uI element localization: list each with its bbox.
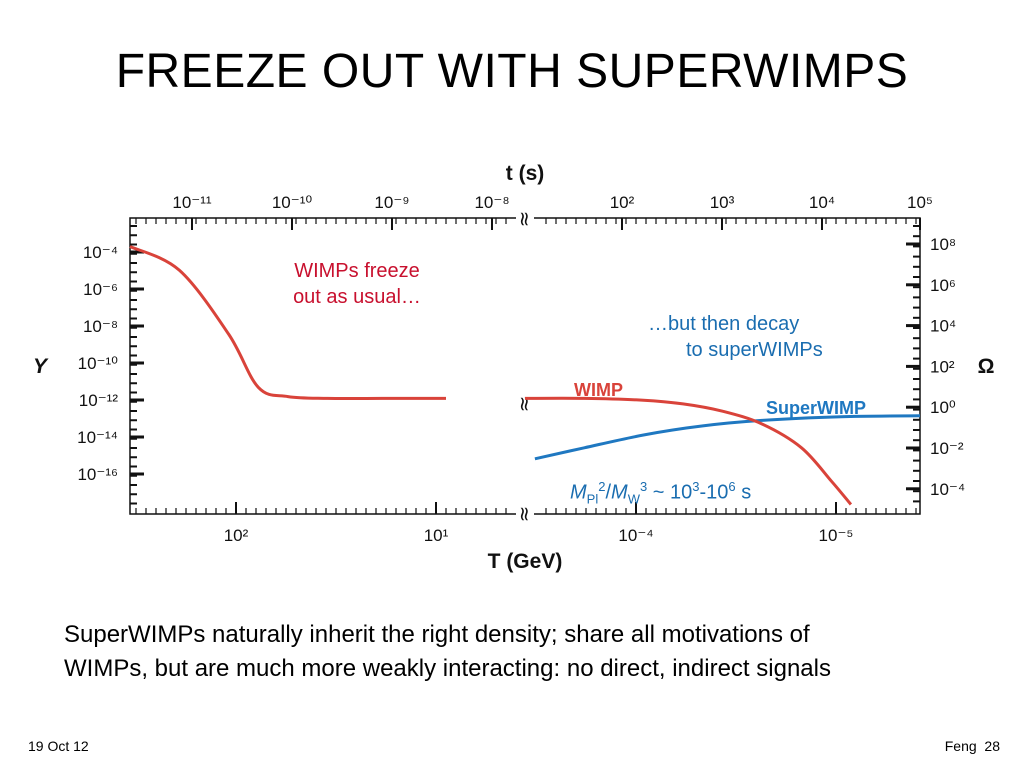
formula-sup-lo: 3	[692, 479, 700, 494]
body-line-2: WIMPs, but are much more weakly interact…	[64, 655, 831, 682]
axis-break-mask	[516, 209, 534, 229]
body-line-1: SuperWIMPs naturally inherit the right d…	[64, 621, 810, 648]
footer-date: 19 Oct 12	[28, 738, 89, 754]
superwimp-series-label: SuperWIMP	[766, 398, 866, 418]
top-tick-label: 10⁻⁹	[374, 193, 409, 212]
formula-sup-3: 3	[639, 479, 648, 494]
wimp-curve-early	[129, 245, 446, 401]
bottom-tick-label: 10⁻⁴	[618, 526, 653, 545]
top-tick-label: 10²	[610, 193, 635, 212]
right-tick-label: 10⁴	[930, 317, 956, 336]
lifetime-formula: MPl2/MW3 ~ 103-106 s	[570, 474, 751, 513]
formula-m-pl: M	[570, 481, 587, 504]
left-tick-label: 10⁻¹⁴	[77, 428, 118, 447]
wimp-curve-late	[524, 396, 853, 506]
bottom-axis-label: T (GeV)	[488, 550, 563, 573]
right-tick-label: 10⁶	[930, 276, 956, 295]
footer-author-page: Feng 28	[944, 738, 1000, 754]
wimp-annotation: WIMPs freeze out as usual…	[262, 258, 452, 310]
left-tick-label: 10⁻⁴	[83, 243, 118, 262]
wimp-series-label: WIMP	[574, 380, 623, 400]
top-tick-label: 10⁴	[809, 193, 835, 212]
formula-m-w: M	[611, 481, 628, 504]
top-tick-label: 10⁻¹¹	[172, 193, 212, 212]
slide-title: FREEZE OUT WITH SUPERWIMPS	[115, 45, 909, 98]
top-tick-label: 10⁻⁸	[474, 193, 509, 212]
right-axis-label: Ω	[978, 355, 995, 378]
axis-tick-labels: 10⁻⁴ 10⁻⁶ 10⁻⁸ 10⁻¹⁰ 10⁻¹² 10⁻¹⁴ 10⁻¹⁶ 10⁸ 10⁶ 10…	[77, 193, 965, 545]
formula-sup-hi: 6	[728, 479, 736, 494]
formula-dash: -10	[699, 481, 729, 504]
bottom-tick-label: 10¹	[424, 526, 449, 545]
top-tick-label: 10³	[710, 193, 735, 212]
formula-sub-w: W	[627, 491, 640, 507]
decay-annotation-line-2: to superWIMPs	[686, 339, 823, 361]
superwimp-curve	[534, 414, 921, 461]
top-axis-label: t (s)	[506, 162, 545, 185]
left-tick-label: 10⁻¹⁰	[78, 354, 119, 373]
right-tick-label: 10⁻²	[930, 439, 964, 458]
axis-break-symbol: ≈	[513, 506, 537, 523]
axis-breaks: ≈≈≈	[513, 209, 537, 524]
left-tick-label: 10⁻⁸	[83, 317, 118, 336]
left-tick-label: 10⁻¹²	[79, 391, 119, 410]
axis-break-mask	[516, 504, 534, 524]
curves	[129, 245, 921, 506]
wimp-annotation-line-1: WIMPs freeze	[294, 260, 420, 282]
left-axis-label: Y	[33, 355, 49, 378]
decay-annotation-line-1: …but then decay	[648, 313, 800, 335]
formula-sup-2: 2	[598, 479, 606, 494]
slide-body: SuperWIMPs naturally inherit the right d…	[64, 618, 984, 686]
bottom-tick-label: 10⁻⁵	[819, 526, 854, 545]
left-tick-label: 10⁻¹⁶	[77, 465, 118, 484]
formula-mid: ~ 10	[647, 481, 693, 504]
plot-frame	[129, 217, 921, 515]
axis-ticks	[130, 218, 921, 514]
wimp-annotation-line-2: out as usual…	[293, 286, 421, 308]
top-tick-label: 10⁻¹⁰	[272, 193, 313, 212]
axis-break-symbol: ≈	[513, 211, 537, 228]
formula-slash: /	[605, 481, 612, 504]
right-tick-label: 10⁸	[930, 235, 956, 254]
top-tick-label: 10⁵	[907, 193, 933, 212]
formula-tail: s	[735, 481, 752, 504]
left-tick-label: 10⁻⁶	[83, 280, 118, 299]
formula-sub-pl: Pl	[586, 491, 599, 507]
right-tick-label: 10⁰	[930, 398, 956, 417]
bottom-tick-label: 10²	[224, 526, 249, 545]
right-tick-label: 10⁻⁴	[930, 480, 965, 499]
right-tick-label: 10²	[930, 357, 955, 376]
decay-annotation: …but then decay to superWIMPs	[648, 311, 878, 363]
